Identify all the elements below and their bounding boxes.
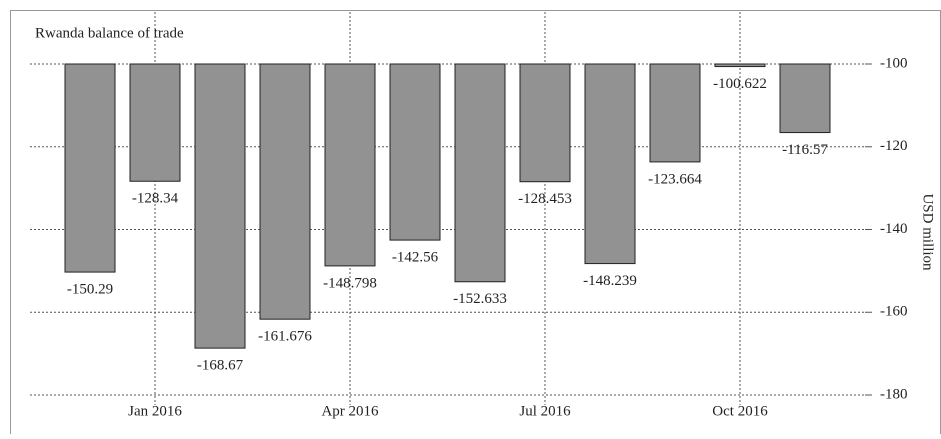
bar bbox=[649, 63, 701, 163]
value-label: -161.676 bbox=[258, 329, 312, 345]
bar bbox=[194, 63, 246, 349]
value-label: -128.34 bbox=[132, 191, 179, 207]
chart-title: Rwanda balance of trade bbox=[35, 25, 184, 41]
bar bbox=[259, 63, 311, 320]
y-tick-label: -180 bbox=[880, 386, 908, 402]
value-label: -142.56 bbox=[392, 250, 439, 266]
y-tick-label: -100 bbox=[880, 55, 908, 71]
y-tick-label: -120 bbox=[880, 138, 908, 154]
value-label: -100.622 bbox=[713, 76, 767, 92]
value-label: -150.29 bbox=[67, 282, 113, 298]
bar bbox=[389, 63, 441, 241]
bar bbox=[584, 63, 636, 265]
y-axis-label: USD million bbox=[920, 193, 936, 271]
bar bbox=[64, 63, 116, 273]
x-tick-label: Jul 2016 bbox=[519, 403, 571, 419]
value-label: -116.57 bbox=[782, 142, 828, 158]
bar bbox=[519, 63, 571, 183]
x-tick-label: Apr 2016 bbox=[321, 403, 379, 419]
y-tick-label: -160 bbox=[880, 304, 908, 320]
value-label: -168.67 bbox=[197, 358, 244, 374]
value-label: -128.453 bbox=[518, 191, 572, 207]
value-label: -148.798 bbox=[323, 275, 377, 291]
value-label: -152.633 bbox=[453, 291, 507, 307]
x-tick-label: Jan 2016 bbox=[128, 403, 182, 419]
bar bbox=[779, 63, 831, 134]
bar bbox=[454, 63, 506, 283]
value-label: -148.239 bbox=[583, 273, 637, 289]
bar bbox=[129, 63, 181, 182]
bar bbox=[714, 63, 766, 68]
bar bbox=[324, 63, 376, 267]
x-tick-label: Oct 2016 bbox=[712, 403, 768, 419]
y-tick-label: -140 bbox=[880, 221, 908, 237]
value-label: -123.664 bbox=[648, 171, 702, 187]
